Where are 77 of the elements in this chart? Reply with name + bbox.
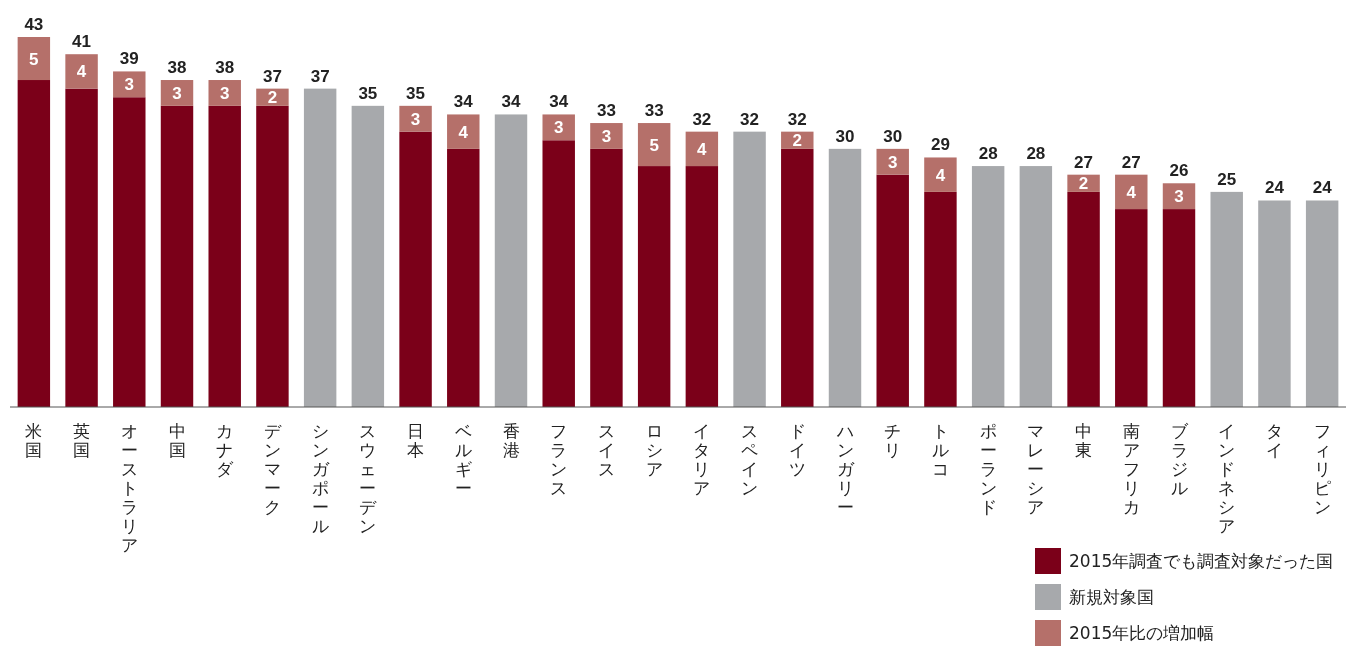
- x-tick-label: 日本: [407, 421, 425, 460]
- data-label: 3: [219, 83, 230, 103]
- x-tick-label: ブラジル: [1170, 421, 1188, 498]
- x-tick-label: マレーシア: [1027, 421, 1045, 517]
- x-tick-label: 中国: [168, 421, 186, 460]
- x-tick-label: 中東: [1075, 421, 1093, 460]
- total-label: 28: [978, 144, 998, 164]
- data-label: 3: [124, 75, 135, 95]
- total-label: 27: [1121, 152, 1141, 172]
- x-tick-label: トルコ: [931, 421, 949, 479]
- legend-label: 2015年調査でも調査対象だった国: [1069, 551, 1334, 571]
- total-label: 24: [1264, 178, 1285, 198]
- x-tick-label: ロシア: [645, 421, 663, 479]
- x-tick-label: 南アフリカ: [1122, 421, 1140, 517]
- total-label: 34: [549, 92, 569, 112]
- legend-label: 2015年比の増加幅: [1069, 623, 1215, 643]
- data-label: 4: [1126, 182, 1137, 202]
- x-tick-label: ポーランド: [979, 421, 997, 517]
- total-label: 25: [1217, 169, 1237, 189]
- data-label: 3: [1174, 187, 1184, 207]
- x-tick-label: シンガポール: [311, 421, 329, 536]
- data-label: 4: [458, 122, 469, 142]
- total-label: 38: [167, 58, 187, 78]
- total-label: 35: [406, 83, 426, 103]
- total-label: 32: [692, 109, 712, 129]
- x-tick-label: イタリア: [693, 421, 711, 498]
- x-tick-label: ベルギー: [454, 421, 472, 498]
- data-label: 5: [649, 135, 659, 155]
- total-label: 33: [644, 101, 664, 121]
- total-label: 32: [740, 109, 760, 129]
- data-label: 3: [887, 152, 898, 172]
- data-label: 2: [792, 131, 803, 151]
- total-label: 35: [358, 83, 378, 103]
- total-label: 37: [262, 66, 282, 86]
- total-label: 41: [72, 32, 92, 52]
- total-label: 38: [215, 58, 235, 78]
- total-label: 32: [787, 109, 807, 129]
- data-label: 2: [267, 88, 278, 108]
- legend-label: 新規対象国: [1069, 587, 1154, 607]
- x-tick-label: デンマーク: [263, 421, 281, 517]
- total-label: 24: [1312, 178, 1333, 198]
- total-label: 43: [24, 15, 44, 34]
- x-tick-label: カナダ: [216, 421, 234, 479]
- data-label: 3: [172, 83, 182, 103]
- total-label: 30: [835, 126, 855, 146]
- total-label: 34: [501, 92, 521, 112]
- total-label: 30: [883, 126, 903, 146]
- x-tick-label: 米国: [25, 421, 43, 460]
- total-label: 29: [930, 135, 950, 155]
- data-label: 2: [1078, 174, 1089, 194]
- total-label: 26: [1169, 161, 1189, 181]
- x-tick-label: ドイツ: [788, 421, 806, 479]
- data-label: 3: [410, 109, 421, 129]
- x-tick-label: スイス: [597, 421, 615, 479]
- data-label: 4: [935, 165, 946, 185]
- x-tick-label: スペイン: [741, 421, 759, 498]
- total-label: 37: [310, 66, 330, 86]
- x-tick-label: ハンガリー: [836, 421, 854, 517]
- x-tick-label: 英国: [73, 421, 91, 460]
- x-tick-label: スウェーデン: [359, 421, 377, 536]
- data-label: 3: [553, 118, 564, 138]
- data-label: 4: [697, 139, 708, 159]
- x-tick-label: インドネシア: [1218, 421, 1236, 536]
- data-label: 5: [29, 49, 39, 69]
- x-tick-label: フィリピン: [1313, 421, 1331, 517]
- x-tick-label: フランス: [550, 421, 568, 498]
- data-label: 4: [76, 62, 87, 82]
- x-tick-label: オーストラリア: [120, 421, 138, 555]
- total-label: 34: [453, 92, 474, 112]
- total-label: 39: [119, 49, 139, 69]
- x-tick-label: チリ: [884, 421, 902, 460]
- total-label: 33: [596, 101, 616, 121]
- x-tick-label: 香港: [502, 421, 520, 460]
- total-label: 28: [1026, 144, 1046, 164]
- x-tick-label: タイ: [1265, 421, 1283, 460]
- total-label: 27: [1074, 152, 1094, 172]
- data-label: 3: [601, 126, 612, 146]
